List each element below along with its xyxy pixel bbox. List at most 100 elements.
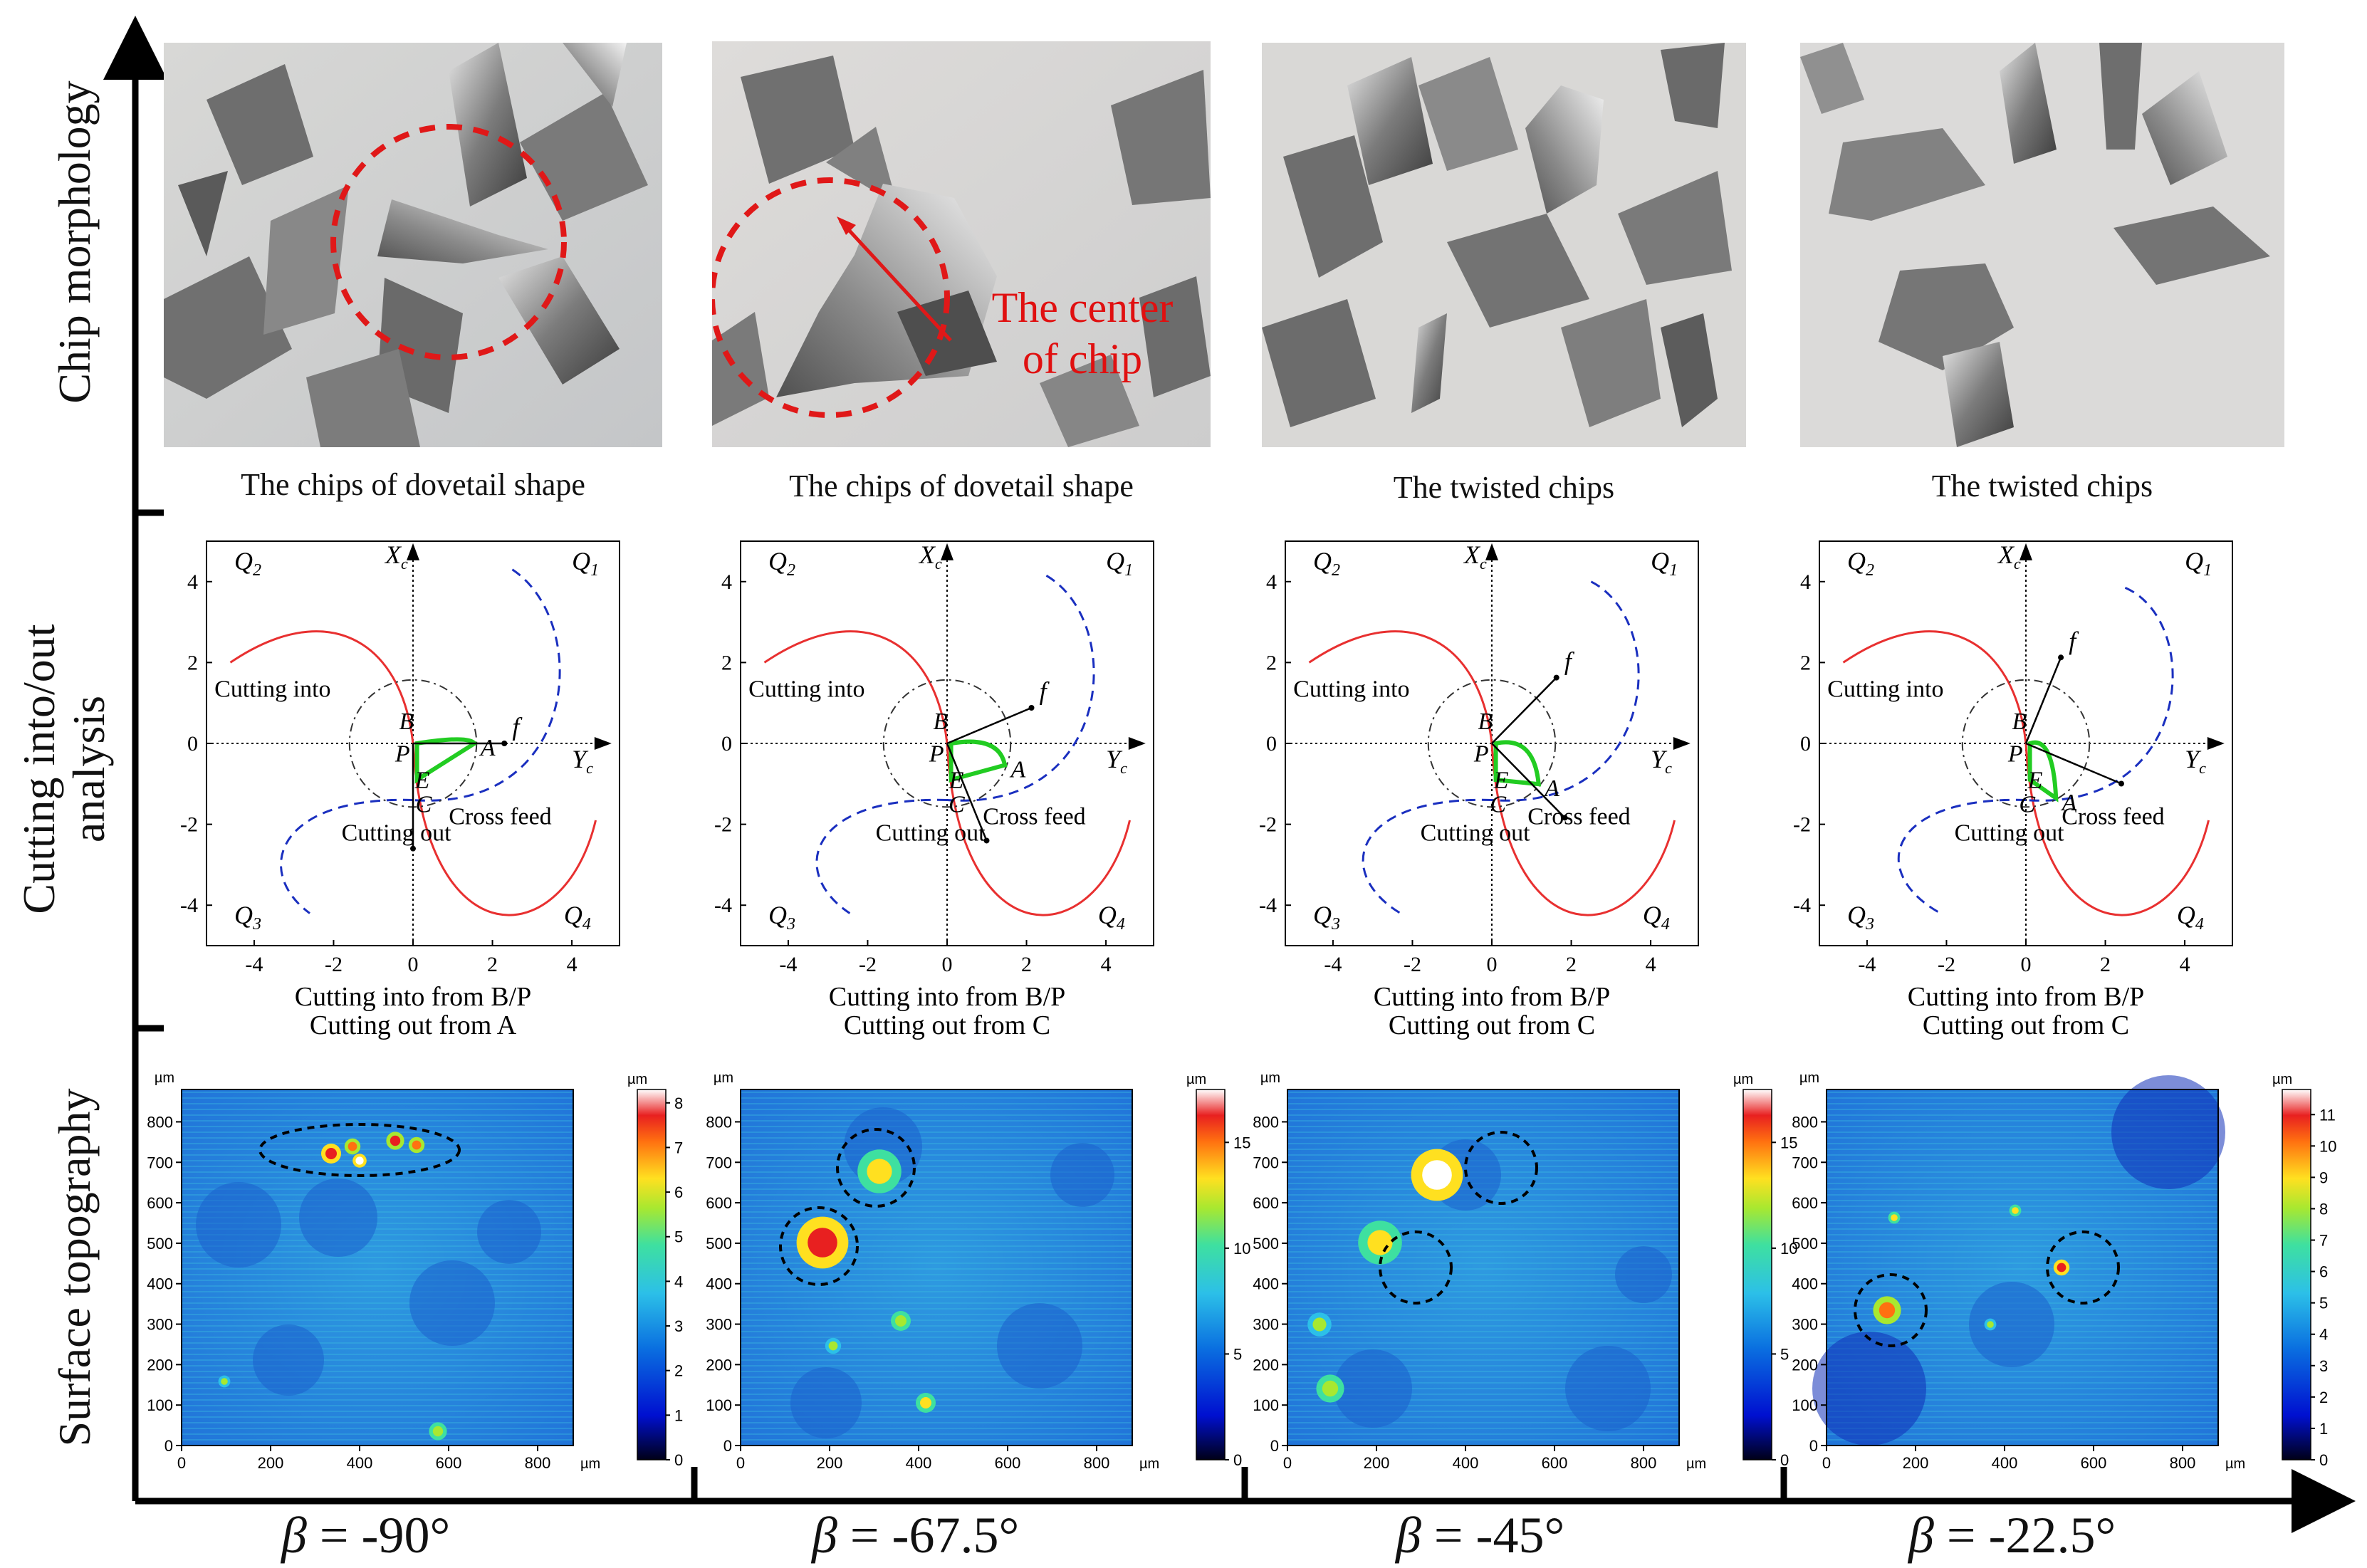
- point-e-label: E: [1493, 767, 1509, 793]
- cutting-into-label: Cutting into: [214, 676, 330, 703]
- topo-x-tick: 800: [1084, 1454, 1110, 1472]
- point-p-label: P: [929, 741, 944, 768]
- point-a-label: A: [1543, 775, 1559, 802]
- colorbar-tick: 7: [2319, 1232, 2328, 1250]
- topo-y-tick: 700: [147, 1154, 173, 1171]
- point-b-label: B: [1478, 709, 1493, 735]
- colorbar-unit: µm: [1733, 1072, 1753, 1087]
- topography-map-2: 0 200 400 600 800 µm8007006005004003002001000…: [706, 1070, 1250, 1472]
- point-c-label: C: [416, 792, 432, 818]
- topography-surface: [182, 1089, 573, 1446]
- colorbar-tick: 11: [2319, 1106, 2336, 1124]
- topo-x-unit: µm: [2225, 1456, 2245, 1472]
- red-dashed-circle: [330, 124, 567, 360]
- red-trajectory: [412, 743, 597, 916]
- colorbar-tick: 0: [674, 1451, 683, 1469]
- x-tick-label: 4: [1646, 953, 1656, 976]
- cutting-out-from-label: Cutting out from C: [1389, 1010, 1595, 1040]
- colorbar-tick: 0: [1233, 1451, 1242, 1469]
- beta-label-3: β = -45°: [1396, 1507, 1565, 1564]
- analysis-xlabel: Cutting into from B/P: [1908, 982, 2145, 1012]
- colorbar-tick: 15: [1780, 1134, 1797, 1151]
- colorbar-tick: 1: [674, 1406, 683, 1424]
- row-label-chip-morphology: Chip morphology: [49, 80, 100, 404]
- blue-trajectory: [815, 798, 948, 914]
- y-tick-label: -4: [180, 894, 198, 917]
- colorbar-tick: 2: [674, 1362, 683, 1380]
- red-trajectory: [946, 743, 1131, 916]
- topo-y-tick: 500: [1253, 1235, 1279, 1253]
- y-tick-label: 0: [187, 732, 198, 756]
- cutting-out-from-label: Cutting out from C: [1923, 1010, 2129, 1040]
- green-cut-path: [1493, 740, 1542, 787]
- colorbar-unit: µm: [627, 1072, 647, 1087]
- blue-trajectory: [1897, 798, 2027, 914]
- topo-x-tick: 400: [906, 1454, 932, 1472]
- analysis-xlabel: Cutting into from B/P: [829, 982, 1066, 1012]
- x-tick-label: 0: [408, 953, 419, 976]
- topo-x-tick: 800: [1631, 1454, 1657, 1472]
- topo-y-tick: 700: [1253, 1154, 1279, 1171]
- topo-y-tick: 600: [1792, 1194, 1818, 1212]
- topo-x-tick: 200: [258, 1454, 284, 1472]
- x-tick-label: -2: [859, 953, 877, 976]
- colorbar: [1196, 1089, 1226, 1460]
- topo-x-tick: 0: [736, 1454, 745, 1472]
- y-tick-label: -2: [180, 813, 198, 837]
- analysis-xlabel: Cutting into from B/P: [295, 982, 532, 1012]
- colorbar-tick: 3: [2319, 1357, 2328, 1375]
- point-c-label: C: [2019, 792, 2035, 818]
- colorbar-tick: 5: [1233, 1345, 1242, 1363]
- cutting-out-label: Cutting out: [1955, 820, 2065, 846]
- topo-y-tick: 800: [147, 1113, 173, 1131]
- y-tick-label: 4: [187, 570, 198, 594]
- feature-ring: [1464, 1131, 1538, 1205]
- topo-y-tick: 500: [706, 1235, 732, 1253]
- topo-x-tick: 200: [1364, 1454, 1390, 1472]
- y-tick-label: -2: [1259, 813, 1277, 837]
- topo-y-tick: 700: [1792, 1154, 1818, 1171]
- colorbar-tick: 6: [2319, 1263, 2328, 1281]
- blue-trajectory: [412, 568, 561, 802]
- quadrant-label: Q4: [1643, 901, 1670, 934]
- topo-y-tick: 400: [147, 1275, 173, 1293]
- colorbar-tick: 10: [1780, 1240, 1797, 1258]
- x-tick-label: 2: [487, 953, 498, 976]
- point-p-label: P: [394, 741, 410, 768]
- topo-y-tick: 200: [706, 1356, 732, 1374]
- point-e-label: E: [949, 767, 964, 793]
- colorbar-tick: 5: [1780, 1345, 1789, 1363]
- topo-x-tick: 400: [1453, 1454, 1479, 1472]
- colorbar-tick: 1: [2319, 1420, 2328, 1438]
- topo-y-tick: 100: [706, 1396, 732, 1414]
- colorbar-tick: 0: [1780, 1451, 1789, 1469]
- colorbar-tick: 5: [674, 1228, 683, 1246]
- topo-x-tick: 600: [2081, 1454, 2107, 1472]
- chip-photo-3: [1262, 43, 1746, 447]
- point-c-label: C: [1490, 792, 1506, 818]
- cutting-out-from-label: Cutting out from C: [844, 1010, 1050, 1040]
- colorbar-tick: 10: [1233, 1240, 1250, 1258]
- y-tick-label: 0: [1800, 732, 1811, 756]
- topo-y-tick: 800: [1792, 1113, 1818, 1131]
- y-tick-label: -2: [1793, 813, 1811, 837]
- cross-feed-label: Cross feed: [449, 804, 551, 830]
- tool-circle: [1961, 679, 2091, 808]
- topo-x-tick: 200: [1903, 1454, 1929, 1472]
- green-cut-path: [2027, 740, 2059, 803]
- y-tick-label: 2: [1266, 651, 1277, 674]
- photo-caption-2: The chips of dovetail shape: [789, 469, 1134, 503]
- colorbar-tick: 5: [2319, 1295, 2328, 1312]
- row-label-cutting-analysis: Cutting into/out analysis: [14, 624, 114, 914]
- y-tick-label: 0: [1266, 732, 1277, 756]
- colorbar: [2282, 1089, 2311, 1460]
- y-tick-label: 0: [721, 732, 732, 756]
- topo-y-tick: 500: [147, 1235, 173, 1253]
- analysis-xlabel: Cutting into from B/P: [1374, 982, 1611, 1012]
- x-tick-label: -2: [325, 953, 343, 976]
- y-tick-label: -4: [1793, 894, 1811, 917]
- colorbar: [637, 1089, 667, 1460]
- point-b-label: B: [399, 709, 414, 735]
